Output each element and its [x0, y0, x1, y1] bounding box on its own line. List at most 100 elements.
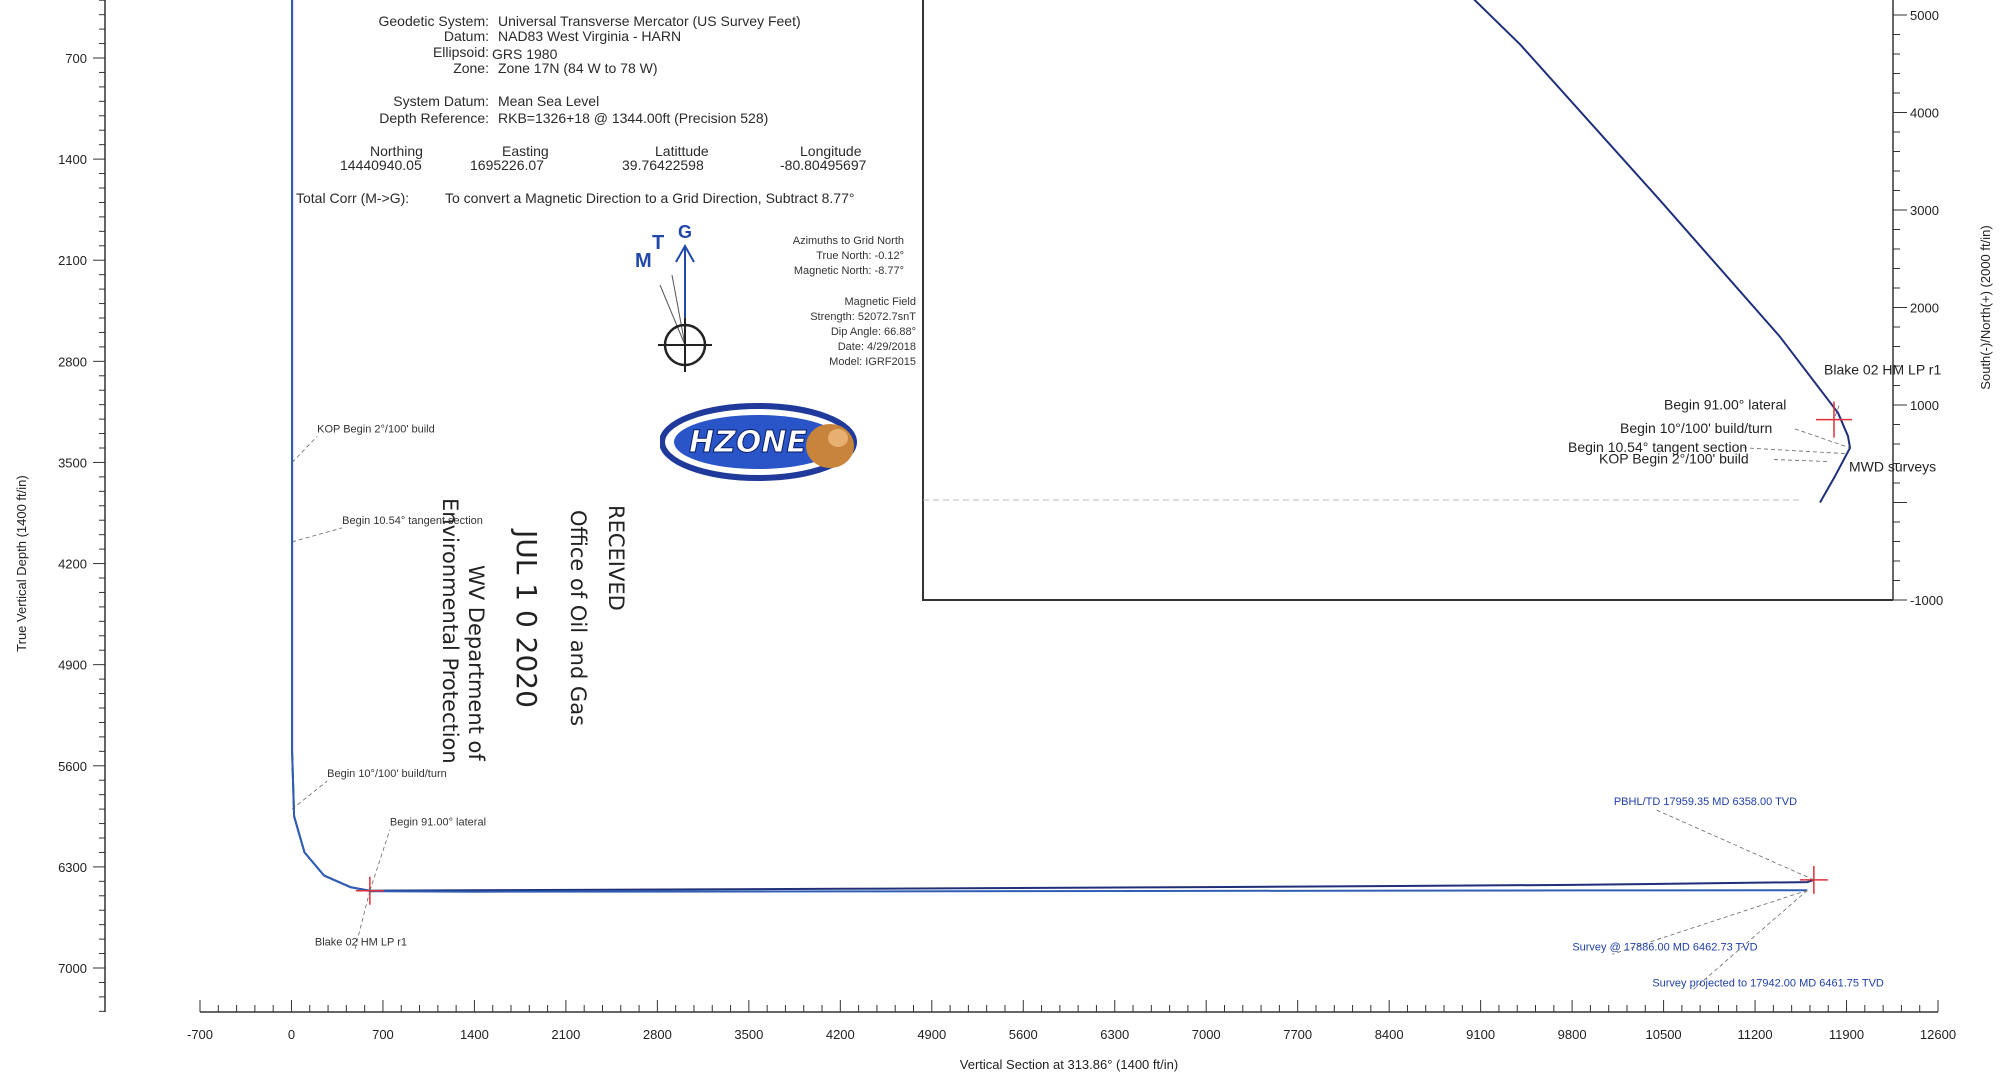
annotation-leader: [291, 780, 328, 810]
magnetic-strength: Strength: 52072.7snT: [810, 311, 916, 323]
annotation-label: Survey projected to 17942.00 MD 6461.75 …: [1652, 977, 1884, 989]
plan-annotation-leader: [1773, 459, 1830, 462]
plan-annotation-label: KOP Begin 2°/100' build: [1599, 451, 1749, 467]
stamp-date: JUL 1 0 2020: [510, 530, 543, 708]
total-corr-value: To convert a Magnetic Direction to a Gri…: [445, 190, 855, 206]
north-arrow-t-label: T: [652, 232, 665, 254]
ns-tick-label: 1000: [1910, 398, 1939, 413]
vs-tick-label: 5600: [1009, 1027, 1038, 1042]
easting-value: 1695226.07: [470, 157, 544, 173]
ns-tick-label: 3000: [1910, 203, 1939, 218]
azimuths-title: Azimuths to Grid North: [792, 235, 904, 247]
system-datum-label: System Datum:: [393, 93, 489, 109]
zone-label: Zone:: [453, 60, 489, 76]
northing-value: 14440940.05: [340, 157, 422, 173]
geodetic-label: Geodetic System:: [378, 13, 490, 29]
tvd-tick-label: 4900: [58, 658, 87, 673]
vs-tick-label: 700: [372, 1027, 394, 1042]
dip-angle: Dip Angle: 66.88°: [830, 326, 916, 338]
total-corr-label: Total Corr (M->G):: [296, 190, 410, 206]
vs-tick-label: 7700: [1283, 1027, 1312, 1042]
tvd-tick-label: 700: [65, 51, 87, 66]
annotation-leader: [369, 829, 391, 891]
northing-label: Northing: [370, 143, 423, 159]
plan-view-well-path: [1473, 0, 1851, 503]
tvd-axis-title: True Vertical Depth (1400 ft/in): [14, 475, 29, 652]
vs-tick-label: 3500: [734, 1027, 763, 1042]
vs-tick-label: 9100: [1466, 1027, 1495, 1042]
tvd-tick-label: 5600: [58, 759, 87, 774]
tvd-tick-label: 4200: [58, 557, 87, 572]
north-arrow-g-label: G: [678, 222, 693, 242]
grid-north-arrowhead: [675, 243, 695, 263]
easting-label: Easting: [502, 143, 549, 159]
vs-tick-label: 12600: [1920, 1027, 1956, 1042]
depth-reference-label: Depth Reference:: [379, 110, 489, 126]
tvd-tick-label: 2100: [58, 253, 87, 268]
vs-tick-label: 10500: [1646, 1027, 1682, 1042]
annotation-label: Begin 10.54° tangent section: [342, 515, 483, 527]
vs-tick-label: 2100: [551, 1027, 580, 1042]
vs-tick-label: 6300: [1100, 1027, 1129, 1042]
annotation-label: KOP Begin 2°/100' build: [317, 423, 435, 435]
vs-tick-label: 9800: [1558, 1027, 1587, 1042]
tvd-tick-label: 7000: [58, 961, 87, 976]
tvd-tick-label: 2800: [58, 354, 87, 369]
plan-annotation-label: Blake 02 HM LP r1: [1824, 362, 1941, 378]
vs-tick-label: 2800: [643, 1027, 672, 1042]
longitude-value: -80.80495697: [780, 157, 867, 173]
plan-annotation-label: Begin 10°/100' build/turn: [1620, 420, 1772, 436]
vs-tick-label: -700: [187, 1027, 213, 1042]
annotation-label: Survey @ 17886.00 MD 6462.73 TVD: [1572, 941, 1757, 953]
plan-annotation-label: MWD surveys: [1849, 459, 1936, 475]
vs-tick-label: 7000: [1192, 1027, 1221, 1042]
annotation-label: Blake 02 HM LP r1: [315, 937, 407, 949]
magnetic-north-value: Magnetic North: -8.77°: [793, 265, 904, 277]
logo-wordmark: HZONE: [689, 425, 807, 460]
plan-annotation-leader: [1833, 405, 1840, 420]
ns-axis-title: South(-)/North(+) (2000 ft/in): [1978, 225, 1993, 389]
vs-tick-label: 11200: [1737, 1027, 1772, 1042]
annotation-leader: [1692, 889, 1808, 991]
annotation-leader: [354, 890, 371, 950]
magnetic-north-line: [659, 284, 686, 346]
latitude-value: 39.76422598: [622, 157, 704, 173]
survey-well-path: [291, 0, 1808, 893]
vs-tick-label: 11900: [1829, 1027, 1864, 1042]
annotation-leader: [291, 436, 318, 463]
tvd-tick-label: 3500: [58, 455, 87, 470]
company-logo: HZONE: [660, 403, 857, 481]
vs-tick-label: 8400: [1375, 1027, 1404, 1042]
ellipsoid-value: GRS 1980: [492, 46, 558, 62]
vs-tick-label: 0: [288, 1027, 295, 1042]
ns-tick-label: 2000: [1910, 301, 1939, 316]
depth-reference-value: RKB=1326+18 @ 1344.00ft (Precision 528): [498, 110, 769, 126]
vs-tick-label: 1400: [460, 1027, 489, 1042]
ellipsoid-label: Ellipsoid:: [432, 44, 489, 60]
vs-tick-label: 4900: [917, 1027, 946, 1042]
latitude-label: Latittude: [655, 143, 709, 159]
ns-tick-label: -1000: [1910, 593, 1943, 608]
annotation-label: PBHL/TD 17959.35 MD 6358.00 TVD: [1614, 796, 1797, 808]
plan-annotation-leader: [1742, 447, 1849, 455]
stamp-office: Office of Oil and Gas: [566, 510, 590, 727]
plan-annotation-leader: [1794, 428, 1851, 449]
zone-value: Zone 17N (84 W to 78 W): [498, 60, 658, 76]
vs-axis-title: Vertical Section at 313.86° (1400 ft/in): [960, 1057, 1178, 1072]
annotation-label: Begin 91.00° lateral: [390, 817, 486, 829]
stamp-received: RECEIVED: [604, 505, 628, 611]
true-north-value: True North: -0.12°: [816, 250, 904, 262]
plan-annotation-label: Begin 10.54° tangent section: [1568, 439, 1747, 455]
true-north-line: [671, 274, 686, 346]
datum-value: NAD83 West Virginia - HARN: [498, 28, 682, 44]
stamp-department: WV Department of: [464, 565, 488, 761]
datum-label: Datum:: [443, 28, 489, 44]
vs-tick-label: 4200: [826, 1027, 855, 1042]
ns-tick-label: 4000: [1910, 106, 1939, 121]
annotation-leader: [1653, 808, 1815, 881]
field-model: Model: IGRF2015: [829, 356, 916, 368]
annotation-leader: [292, 527, 343, 543]
north-arrow-m-label: M: [635, 250, 652, 272]
